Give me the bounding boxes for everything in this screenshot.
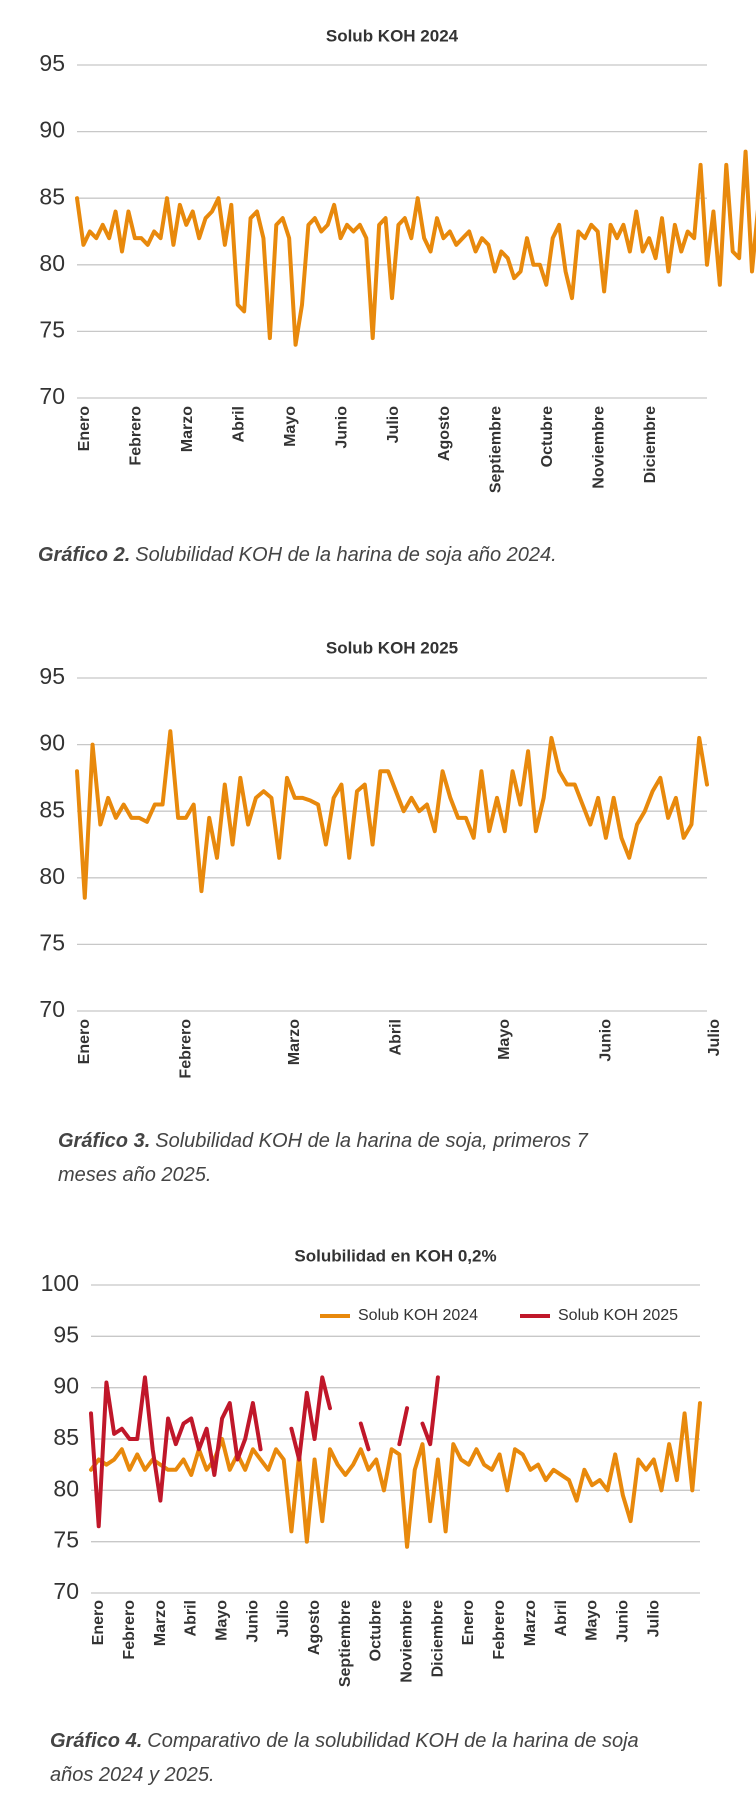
x-tick-label: Abril (553, 1600, 570, 1636)
x-tick-label: Marzo (152, 1600, 169, 1646)
x-tick-label: Mayo (214, 1600, 231, 1641)
x-tick-label: Noviembre (399, 1600, 416, 1683)
x-tick-label: Febrero (491, 1600, 508, 1660)
x-tick-label: Agosto (306, 1600, 323, 1655)
x-tick-label: Julio (275, 1600, 292, 1638)
y-tick-label: 70 (39, 996, 65, 1022)
legend-label: Solub KOH 2024 (358, 1307, 478, 1324)
y-tick-label: 70 (39, 383, 65, 409)
caption: Gráfico 4. Comparativo de la solubilidad … (50, 1724, 640, 1792)
x-tick-label: Marzo (522, 1600, 539, 1646)
y-tick-label: 80 (53, 1475, 79, 1501)
caption: Gráfico 3. Solubilidad KOH de la harina d… (58, 1124, 628, 1192)
y-tick-label: 90 (39, 117, 65, 143)
data-line (89, 1375, 440, 1529)
x-tick-label: Octubre (539, 406, 556, 467)
x-tick-label: Julio (645, 1600, 662, 1638)
y-tick-label: 100 (41, 1270, 79, 1296)
y-tick-label: 95 (39, 663, 65, 689)
x-tick-label: Julio (706, 1019, 723, 1057)
caption-label: Gráfico 2. (38, 544, 131, 566)
x-tick-label: Junio (614, 1600, 631, 1643)
x-tick-label: Junio (597, 1019, 614, 1062)
caption-label: Gráfico 4. (50, 1730, 143, 1752)
y-tick-label: 90 (53, 1373, 79, 1399)
data-line (89, 1401, 702, 1549)
x-tick-label: Septiembre (337, 1600, 354, 1687)
caption-text: Solubilidad KOH de la harina de soja, pr… (58, 1130, 588, 1186)
x-tick-label: Diciembre (642, 406, 659, 483)
chart-title: Solub KOH 2025 (326, 638, 458, 657)
chart-title: Solubilidad en KOH 0,2% (294, 1246, 496, 1265)
y-tick-label: 85 (39, 183, 65, 209)
y-tick-label: 80 (39, 863, 65, 889)
caption-label: Gráfico 3. (58, 1130, 151, 1152)
y-tick-label: 80 (39, 250, 65, 276)
x-tick-label: Mayo (584, 1600, 601, 1641)
caption-text: Comparativo de la solubilidad KOH de la … (50, 1730, 639, 1786)
x-tick-label: Mayo (282, 406, 299, 447)
data-line (75, 729, 709, 900)
x-tick-label: Octubre (368, 1600, 385, 1661)
x-tick-label: Enero (76, 1019, 93, 1065)
x-tick-label: Febrero (128, 406, 145, 466)
caption: Gráfico 2. Solubilidad KOH de la harina d… (38, 538, 718, 572)
x-tick-label: Enero (76, 406, 93, 452)
x-tick-label: Febrero (121, 1600, 138, 1660)
chart-title: Solub KOH 2024 (326, 26, 459, 45)
x-tick-label: Abril (387, 1019, 404, 1055)
x-tick-label: Diciembre (429, 1600, 446, 1677)
x-tick-label: Abril (183, 1600, 200, 1636)
x-tick-label: Enero (460, 1600, 477, 1646)
x-tick-label: Abril (231, 406, 248, 442)
y-tick-label: 75 (39, 316, 65, 342)
x-tick-label: Agosto (436, 406, 453, 461)
x-tick-label: Junio (244, 1600, 261, 1643)
x-tick-label: Junio (333, 406, 350, 449)
y-tick-label: 90 (39, 730, 65, 756)
x-tick-label: Septiembre (488, 406, 505, 493)
y-tick-label: 85 (53, 1424, 79, 1450)
x-tick-label: Enero (90, 1600, 107, 1646)
y-tick-label: 85 (39, 796, 65, 822)
caption-text: Solubilidad KOH de la harina de soja año… (135, 544, 557, 566)
y-tick-label: 75 (39, 929, 65, 955)
y-tick-label: 75 (53, 1527, 79, 1553)
y-tick-label: 95 (53, 1321, 79, 1347)
x-tick-label: Marzo (286, 1019, 303, 1065)
x-tick-label: Mayo (496, 1019, 513, 1060)
y-tick-label: 70 (53, 1578, 79, 1604)
y-tick-label: 95 (39, 50, 65, 76)
x-tick-label: Marzo (179, 406, 196, 452)
legend-label: Solub KOH 2025 (558, 1307, 678, 1324)
x-tick-label: Noviembre (591, 406, 608, 489)
data-line (75, 149, 756, 347)
x-tick-label: Julio (385, 406, 402, 444)
x-tick-label: Febrero (177, 1019, 194, 1079)
